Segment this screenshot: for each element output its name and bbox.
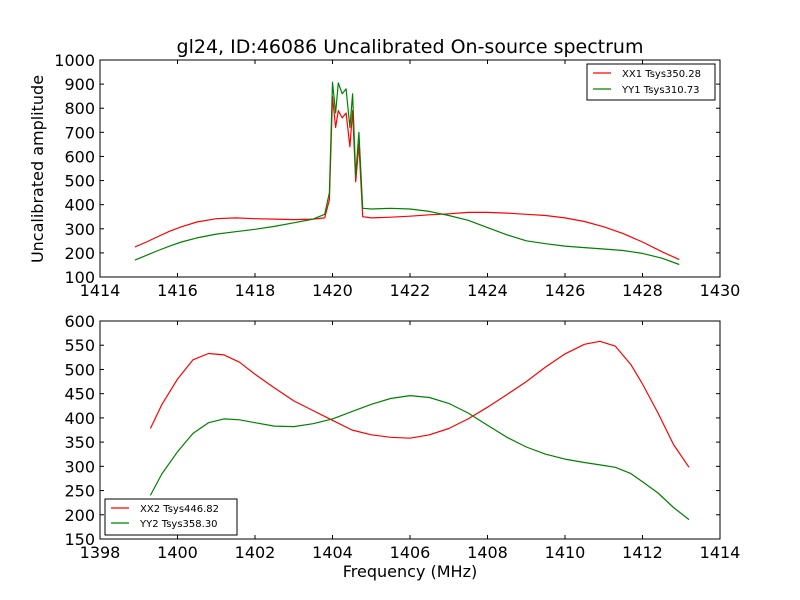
top-legend-label-yy1: YY1 Tsys310.73	[621, 85, 700, 96]
top-y-tick-label: 100	[64, 268, 95, 287]
bottom-y-tick-label: 450	[64, 385, 95, 404]
bottom-x-tick-label: 1410	[545, 543, 586, 562]
top-x-tick-label: 1428	[622, 281, 663, 300]
bottom-series-line-yy2	[149, 395, 690, 521]
bottom-legend-box	[104, 498, 238, 536]
top-chart-title: gl24, ID:46086 Uncalibrated On-source sp…	[177, 36, 644, 58]
bottom-spectrum-panel: Frequency (MHz) 1398 1400 1402 1404 1406 1408…	[64, 312, 740, 581]
bottom-y-tick-label: 350	[64, 433, 95, 452]
bottom-legend: XX2 Tsys446.82 YY2 Tsys358.30	[104, 498, 238, 536]
bottom-x-tick-label: 1398	[80, 543, 121, 562]
top-x-tick-label: 1420	[312, 281, 353, 300]
bottom-x-tick-label: 1408	[467, 543, 508, 562]
top-y-tick-label: 900	[64, 75, 95, 94]
top-x-tick-label: 1414	[80, 281, 121, 300]
bottom-legend-label-yy2: YY2 Tsys358.30	[139, 519, 218, 530]
bottom-legend-label-xx2: XX2 Tsys446.82	[140, 504, 219, 515]
bottom-y-tick-label: 550	[64, 336, 95, 355]
bottom-y-tick-label: 600	[64, 312, 95, 331]
bottom-y-tick-label: 200	[64, 506, 95, 525]
bottom-y-tick-label: 250	[64, 482, 95, 501]
top-spectrum-panel: gl24, ID:46086 Uncalibrated On-source sp…	[28, 36, 740, 300]
bottom-x-tick-label: 1400	[157, 543, 198, 562]
bottom-x-tick-label: 1412	[622, 543, 663, 562]
top-x-tick-label: 1422	[390, 281, 431, 300]
top-x-tick-label: 1424	[467, 281, 508, 300]
bottom-axis-ticks: 1398 1400 1402 1404 1406 1408 1410 1412 1414 150 2…	[64, 312, 740, 562]
top-y-tick-label: 700	[64, 123, 95, 142]
top-series-lines	[134, 81, 680, 266]
top-x-tick-label: 1416	[157, 281, 198, 300]
top-y-tick-label: 300	[64, 220, 95, 239]
top-y-tick-label: 400	[64, 196, 95, 215]
top-y-tick-label: 800	[64, 99, 95, 118]
top-x-tick-label: 1430	[700, 281, 741, 300]
top-axis-ticks: 1414 1416 1418 1420 1422 1424 1426 1428 1430 100 2…	[54, 51, 740, 300]
bottom-y-tick-label: 400	[64, 409, 95, 428]
top-y-tick-label: 500	[64, 172, 95, 191]
bottom-x-tick-label: 1414	[700, 543, 741, 562]
top-y-tick-label: 1000	[54, 51, 95, 70]
top-y-axis-label: Uncalibrated amplitude	[28, 75, 47, 263]
top-x-tick-label: 1418	[235, 281, 276, 300]
bottom-x-tick-label: 1402	[235, 543, 276, 562]
bottom-plot-frame	[99, 320, 721, 540]
top-plot-frame	[99, 59, 721, 278]
top-legend-box	[586, 63, 716, 101]
top-legend-label-xx1: XX1 Tsys350.28	[622, 69, 701, 80]
top-legend: XX1 Tsys350.28 YY1 Tsys310.73	[586, 63, 716, 101]
bottom-y-tick-label: 300	[64, 457, 95, 476]
top-series-line-xx1	[134, 95, 680, 261]
bottom-x-axis-label: Frequency (MHz)	[343, 562, 477, 581]
top-series-line-yy1	[134, 81, 680, 266]
bottom-x-tick-label: 1406	[390, 543, 431, 562]
bottom-y-tick-label: 500	[64, 360, 95, 379]
bottom-x-tick-label: 1404	[312, 543, 353, 562]
bottom-series-line-xx2	[149, 340, 690, 468]
top-x-tick-label: 1426	[545, 281, 586, 300]
top-y-tick-label: 200	[64, 244, 95, 263]
top-y-tick-label: 600	[64, 147, 95, 166]
bottom-series-lines	[149, 340, 690, 521]
bottom-y-tick-label: 150	[64, 530, 95, 549]
